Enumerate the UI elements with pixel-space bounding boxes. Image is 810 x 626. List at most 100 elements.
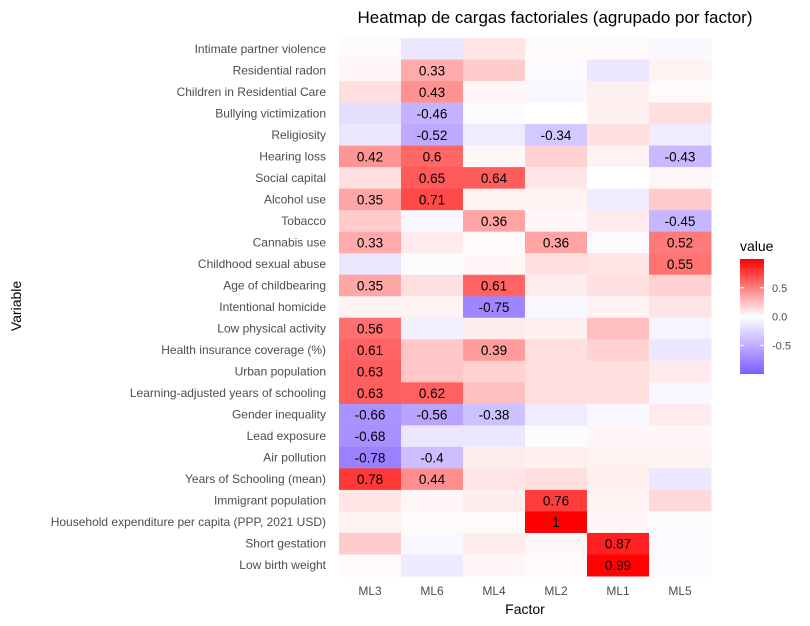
y-tick-label: Alcohol use bbox=[264, 192, 326, 206]
heatmap-cell-label: 0.42 bbox=[357, 149, 383, 164]
heatmap-cell bbox=[649, 145, 712, 168]
heatmap-cell bbox=[463, 446, 526, 469]
heatmap-cell bbox=[587, 38, 650, 61]
y-tick-label: Age of childbearing bbox=[223, 278, 326, 292]
heatmap-cell bbox=[401, 167, 464, 190]
heatmap-cell bbox=[339, 511, 402, 534]
heatmap-cell bbox=[463, 425, 526, 448]
heatmap-cell bbox=[401, 210, 464, 233]
heatmap-cell bbox=[463, 403, 526, 426]
heatmap-cell bbox=[587, 59, 650, 82]
heatmap-cell-label: 0.6 bbox=[423, 149, 442, 164]
heatmap-cell bbox=[649, 489, 712, 512]
heatmap-cell bbox=[463, 317, 526, 340]
heatmap-cell bbox=[339, 210, 402, 233]
y-tick-label: Lead exposure bbox=[247, 429, 327, 443]
heatmap-cell bbox=[649, 532, 712, 555]
heatmap-cell bbox=[587, 382, 650, 405]
heatmap-cell bbox=[463, 38, 526, 61]
heatmap-cell bbox=[587, 468, 650, 491]
heatmap-cell-label: 0.78 bbox=[357, 472, 383, 487]
heatmap-cell bbox=[587, 124, 650, 147]
heatmap-cell bbox=[587, 81, 650, 104]
heatmap-cell bbox=[587, 296, 650, 319]
heatmap-cell bbox=[339, 382, 402, 405]
heatmap-cell-label: -0.38 bbox=[479, 408, 510, 423]
heatmap-cell bbox=[525, 59, 588, 82]
heatmap-cell bbox=[463, 231, 526, 254]
heatmap-cell bbox=[339, 339, 402, 362]
heatmap-cell-label: -0.78 bbox=[355, 451, 386, 466]
heatmap-cell-label: 0.87 bbox=[605, 537, 631, 552]
heatmap-cell bbox=[587, 554, 650, 577]
heatmap-cell bbox=[525, 425, 588, 448]
heatmap-cell-label: 0.39 bbox=[481, 343, 507, 358]
heatmap-cell bbox=[401, 102, 464, 125]
heatmap-cell bbox=[463, 489, 526, 512]
y-tick-label: Children in Residential Care bbox=[177, 85, 327, 99]
x-axis-tick-labels: ML3 ML6 ML4 ML2 ML1 ML5 bbox=[358, 584, 692, 598]
heatmap-cell bbox=[525, 489, 588, 512]
heatmap-cell bbox=[463, 210, 526, 233]
heatmap-cell bbox=[339, 532, 402, 555]
heatmap-cell bbox=[463, 188, 526, 211]
heatmap-cell bbox=[525, 231, 588, 254]
heatmap-cell bbox=[649, 339, 712, 362]
heatmap-cell bbox=[339, 38, 402, 61]
heatmap-cell bbox=[339, 554, 402, 577]
heatmap-cell bbox=[463, 102, 526, 125]
heatmap-cell bbox=[339, 468, 402, 491]
y-tick-label: Tobacco bbox=[281, 214, 326, 228]
heatmap-cell-label: -0.45 bbox=[665, 214, 696, 229]
y-tick-label: Intimate partner violence bbox=[195, 42, 327, 56]
heatmap-cell bbox=[339, 360, 402, 383]
heatmap-cell bbox=[649, 38, 712, 61]
legend-tick-label: 0.0 bbox=[772, 312, 787, 324]
heatmap-cell-label: 1 bbox=[552, 515, 560, 530]
heatmap-cell bbox=[525, 511, 588, 534]
heatmap-cell-label: 0.44 bbox=[419, 472, 446, 487]
heatmap-cell bbox=[649, 167, 712, 190]
heatmap-cell bbox=[649, 554, 712, 577]
y-tick-label: Health insurance coverage (%) bbox=[161, 343, 326, 357]
heatmap-cell bbox=[587, 360, 650, 383]
heatmap-cell bbox=[649, 403, 712, 426]
heatmap-cell bbox=[463, 253, 526, 276]
y-tick-label: Urban population bbox=[235, 365, 326, 379]
heatmap-cell bbox=[463, 296, 526, 319]
heatmap-cell bbox=[649, 59, 712, 82]
heatmap-cell bbox=[401, 81, 464, 104]
heatmap-cell bbox=[401, 317, 464, 340]
heatmap-cell-label: 0.76 bbox=[543, 494, 569, 509]
y-tick-label: Social capital bbox=[255, 171, 326, 185]
heatmap-cell bbox=[339, 102, 402, 125]
y-axis-label: Variable bbox=[8, 281, 24, 332]
y-tick-label: Years of Schooling (mean) bbox=[185, 472, 326, 486]
y-tick-label: Air pollution bbox=[263, 451, 326, 465]
heatmap-cell bbox=[525, 210, 588, 233]
heatmap-cell bbox=[525, 360, 588, 383]
y-tick-label: Religiosity bbox=[271, 128, 326, 142]
heatmap-cell bbox=[401, 554, 464, 577]
heatmap-cell bbox=[525, 188, 588, 211]
heatmap-cell bbox=[339, 145, 402, 168]
heatmap-cell bbox=[587, 210, 650, 233]
x-tick-label: ML1 bbox=[606, 584, 630, 598]
heatmap-cell bbox=[649, 102, 712, 125]
heatmap-cell bbox=[525, 317, 588, 340]
heatmap-cell bbox=[401, 59, 464, 82]
heatmap-cell bbox=[587, 403, 650, 426]
heatmap-cell bbox=[463, 532, 526, 555]
heatmap-cell bbox=[339, 124, 402, 147]
heatmap-cell bbox=[463, 554, 526, 577]
legend-tick-label: -0.5 bbox=[772, 340, 791, 352]
heatmap-cell bbox=[401, 274, 464, 297]
heatmap-cell-label: 0.43 bbox=[419, 85, 445, 100]
y-tick-label: Short gestation bbox=[245, 537, 326, 551]
heatmap-cell-label: -0.34 bbox=[541, 128, 572, 143]
heatmap-cell bbox=[525, 274, 588, 297]
heatmap-cell bbox=[339, 446, 402, 469]
heatmap-cell-label: 0.52 bbox=[667, 235, 693, 250]
heatmap-cell bbox=[339, 425, 402, 448]
x-tick-label: ML2 bbox=[544, 584, 568, 598]
